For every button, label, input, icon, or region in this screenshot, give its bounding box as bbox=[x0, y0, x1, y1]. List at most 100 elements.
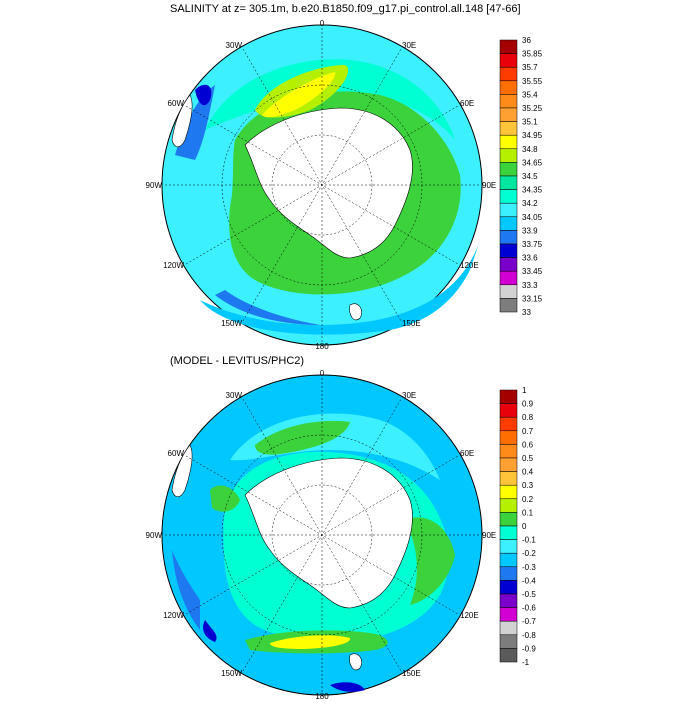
colorbar-swatch bbox=[499, 243, 518, 258]
panel-difference: 0 30E 60E 90E 120E 150E 180 150W 120W 90… bbox=[0, 350, 700, 701]
colorbar-label: 35.4 bbox=[522, 90, 538, 99]
colorbar-swatch bbox=[499, 607, 518, 622]
colorbar-label: 0.2 bbox=[522, 495, 534, 504]
colorbar-label: 1 bbox=[522, 386, 527, 395]
colorbar-swatch bbox=[499, 498, 518, 513]
colorbar-swatch bbox=[499, 175, 518, 190]
colorbar-swatch bbox=[499, 53, 518, 68]
ocean-band-mid bbox=[205, 59, 455, 140]
latitude-circle bbox=[271, 134, 373, 236]
colorbar-label: 0.5 bbox=[522, 454, 534, 463]
colorbar-label: -0.5 bbox=[522, 590, 536, 599]
colorbar-label: 33.75 bbox=[522, 240, 543, 249]
colorbar-swatch bbox=[499, 593, 518, 608]
colorbar-label: 34.05 bbox=[522, 213, 543, 222]
colorbar-swatch bbox=[499, 389, 518, 404]
colorbar-swatch bbox=[499, 634, 518, 649]
colorbar-swatch bbox=[499, 148, 518, 163]
colorbar-label: 0.6 bbox=[522, 440, 534, 449]
colorbar-swatch bbox=[499, 230, 518, 245]
colorbar-label: -0.2 bbox=[522, 549, 536, 558]
weddell-fresh bbox=[195, 84, 212, 106]
lon-label: 120E bbox=[460, 611, 479, 620]
colorbar-label: 35.55 bbox=[522, 77, 543, 86]
colorbar-label: 35.25 bbox=[522, 104, 543, 113]
colorbar-label: 0.9 bbox=[522, 400, 534, 409]
colorbar-swatch bbox=[499, 512, 518, 527]
colorbar-label: 36 bbox=[522, 36, 531, 45]
colorbar-swatch bbox=[499, 457, 518, 472]
lon-label: 0 bbox=[320, 369, 325, 378]
colorbar-label: 0.3 bbox=[522, 481, 534, 490]
colorbar-swatch bbox=[499, 444, 518, 459]
lon-label: 180 bbox=[315, 342, 329, 350]
colorbar-label: 33 bbox=[522, 308, 531, 317]
lon-labels: 0 30E 60E 90E 120E 150E 180 150W 120W 90… bbox=[146, 369, 497, 701]
colorbar-label: -0.8 bbox=[522, 631, 536, 640]
colorbar-swatch bbox=[499, 202, 518, 218]
colorbar-label: 34.95 bbox=[522, 131, 543, 140]
lon-label: 60W bbox=[168, 449, 185, 458]
colorbar-swatch bbox=[499, 471, 518, 486]
pacific-fresh bbox=[215, 290, 320, 325]
lon-label: 180 bbox=[315, 692, 329, 700]
lon-label: 30E bbox=[402, 391, 416, 400]
colorbar-label: 35.1 bbox=[522, 118, 538, 127]
colorbar-label: 34.8 bbox=[522, 145, 538, 154]
colorbar-swatch bbox=[499, 80, 518, 95]
colorbar-swatch bbox=[499, 484, 518, 500]
colorbar-swatch bbox=[499, 216, 518, 231]
colorbar-label: 0.7 bbox=[522, 427, 534, 436]
lon-label: 150W bbox=[221, 319, 242, 328]
lon-label: 90E bbox=[482, 531, 496, 540]
colorbar-difference: 1 0.9 0.8 0.7 0.6 0.5 0.4 0.3 0.2 0.1 0 -0.1 -0.2 -0.… bbox=[499, 386, 536, 667]
colorbar-swatch bbox=[499, 107, 518, 122]
colorbar-swatch bbox=[499, 66, 518, 82]
ocean-band-outer bbox=[200, 240, 480, 335]
colorbar-label: 33.15 bbox=[522, 294, 543, 303]
new-zealand bbox=[349, 303, 362, 321]
colorbar-swatch bbox=[499, 121, 518, 136]
lon-label: 90W bbox=[146, 531, 163, 540]
colorbar-swatch bbox=[499, 416, 518, 432]
colorbar-swatch bbox=[499, 189, 518, 204]
colorbar-swatch bbox=[499, 270, 518, 286]
lon-label: 60E bbox=[460, 449, 474, 458]
lon-labels: 0 30E 60E 90E 120E 150E 180 150W 120W 90… bbox=[146, 19, 497, 351]
colorbar-swatch bbox=[499, 39, 518, 54]
lon-label: 90W bbox=[146, 181, 163, 190]
meridian-150 bbox=[242, 48, 402, 322]
lon-label: 0 bbox=[320, 19, 325, 28]
colorbar-swatch bbox=[499, 580, 518, 595]
lon-label: 60E bbox=[460, 99, 474, 108]
colorbar-swatch bbox=[499, 552, 518, 568]
colorbar-swatch bbox=[499, 430, 518, 445]
colorbar-swatch bbox=[499, 403, 518, 418]
lon-label: 60W bbox=[168, 99, 185, 108]
colorbar-label: -0.4 bbox=[522, 576, 536, 585]
latitude-circle bbox=[271, 484, 373, 586]
colorbar-swatch bbox=[499, 134, 518, 150]
colorbar-label: 34.5 bbox=[522, 172, 538, 181]
lon-label: 150E bbox=[402, 319, 421, 328]
colorbar-label: 33.45 bbox=[522, 267, 543, 276]
colorbar-label: -0.7 bbox=[522, 617, 536, 626]
colorbar-label: 34.35 bbox=[522, 186, 543, 195]
colorbar-label: -0.1 bbox=[522, 536, 536, 545]
meridian-150 bbox=[242, 398, 402, 672]
colorbar-label: 34.65 bbox=[522, 158, 543, 167]
lon-label: 30W bbox=[226, 41, 243, 50]
colorbar-label: 33.3 bbox=[522, 281, 538, 290]
colorbar-label: 0.1 bbox=[522, 508, 534, 517]
colorbar-swatch bbox=[499, 284, 518, 299]
lon-label: 150E bbox=[402, 669, 421, 678]
lon-label: 120E bbox=[460, 261, 479, 270]
colorbar-label: -0.6 bbox=[522, 604, 536, 613]
panel-2-title: (MODEL - LEVITUS/PHC2) bbox=[170, 355, 305, 367]
colorbar-label: 35.7 bbox=[522, 63, 538, 72]
south-america bbox=[171, 444, 193, 498]
map-disc bbox=[161, 374, 483, 696]
colorbar-swatch bbox=[499, 648, 518, 663]
lon-label: 90E bbox=[482, 181, 496, 190]
panel-1-title: SALINITY at z= 305.1m, b.e20.B1850.f09_g… bbox=[170, 3, 521, 15]
